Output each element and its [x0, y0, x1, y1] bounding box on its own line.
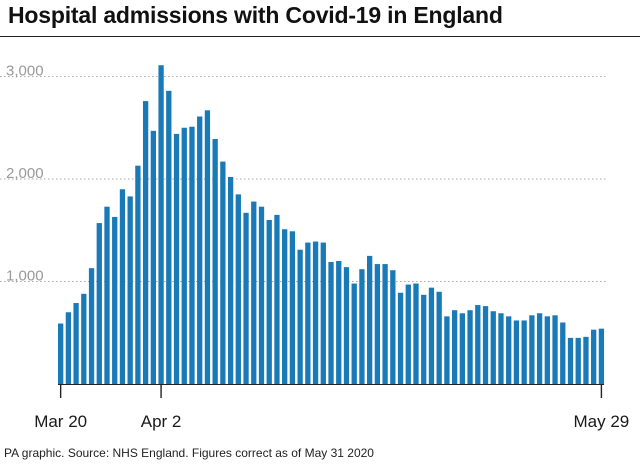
- bar: [598, 328, 605, 384]
- bar: [58, 323, 64, 384]
- bar: [158, 65, 164, 384]
- bar: [498, 313, 504, 384]
- bar: [189, 126, 195, 384]
- bar: [266, 220, 272, 384]
- bar: [459, 313, 465, 384]
- bar: [575, 337, 581, 385]
- bar: [282, 229, 288, 384]
- bar: [467, 310, 473, 384]
- bar: [367, 255, 373, 385]
- bar: [436, 291, 442, 384]
- bar: [127, 196, 133, 384]
- bar: [351, 283, 357, 384]
- bar: [251, 201, 257, 384]
- x-tick-labels: Mar 20 Apr 2 May 29: [34, 412, 629, 431]
- gridlines: [0, 76, 608, 282]
- bars: [58, 65, 605, 385]
- bar: [204, 110, 211, 384]
- bar: [567, 337, 574, 385]
- bar: [413, 283, 419, 384]
- bar: [552, 315, 558, 384]
- bar: [150, 130, 156, 384]
- bar: [212, 139, 218, 384]
- bar: [506, 316, 512, 384]
- chart-title: Hospital admissions with Covid-19 in Eng…: [8, 2, 503, 28]
- title-rule: [0, 36, 640, 37]
- bar: [220, 161, 226, 384]
- source-note: PA graphic. Source: NHS England. Figures…: [4, 446, 374, 460]
- bar: [166, 90, 172, 384]
- x-tick-label: May 29: [574, 412, 630, 431]
- bar: [258, 206, 265, 384]
- bar: [135, 165, 141, 384]
- bar: [305, 242, 311, 384]
- bar: [482, 306, 489, 384]
- bar: [536, 313, 543, 384]
- bar: [243, 212, 249, 384]
- bar: [320, 242, 326, 384]
- bar: [374, 264, 381, 384]
- bar: [173, 133, 180, 384]
- x-tick-label: Mar 20: [34, 412, 87, 431]
- bar: [451, 310, 458, 384]
- y-tick-label: 3,000: [6, 63, 44, 80]
- bar: [104, 206, 110, 384]
- x-axis: [58, 384, 605, 398]
- bar: [513, 320, 520, 384]
- bar: [583, 336, 589, 384]
- bar: [197, 116, 203, 384]
- bar: [328, 262, 334, 384]
- bar: [560, 322, 566, 384]
- bar: [81, 293, 87, 384]
- bar: [390, 270, 396, 384]
- bar: [112, 216, 118, 384]
- bar: [529, 315, 535, 384]
- bar: [96, 223, 102, 384]
- bar: [521, 320, 527, 384]
- bar: [336, 261, 342, 384]
- bar: [142, 101, 149, 384]
- bar: [227, 176, 234, 384]
- bar: [382, 264, 388, 384]
- bar: [490, 311, 496, 384]
- y-tick-label: 1,000: [6, 268, 44, 285]
- y-tick-labels: 1,000 2,000 3,000: [6, 63, 44, 285]
- bar: [359, 269, 365, 384]
- bar: [343, 267, 350, 384]
- bar: [428, 287, 435, 384]
- bar: [312, 241, 319, 384]
- bar: [444, 316, 450, 384]
- bar: [421, 294, 427, 384]
- bar: [274, 214, 280, 385]
- bar: [475, 305, 481, 384]
- bar: [591, 329, 597, 384]
- bar: [181, 127, 187, 384]
- bar: [119, 189, 126, 384]
- bar: [65, 312, 72, 384]
- bar: [397, 292, 404, 384]
- bar: [73, 303, 79, 384]
- y-tick-label: 2,000: [6, 165, 44, 182]
- bar: [235, 194, 241, 385]
- bar: [297, 249, 303, 384]
- bar: [289, 231, 296, 384]
- bar: [405, 284, 411, 384]
- x-tick-label: Apr 2: [141, 412, 182, 431]
- bar: [88, 268, 95, 384]
- bar: [544, 316, 550, 384]
